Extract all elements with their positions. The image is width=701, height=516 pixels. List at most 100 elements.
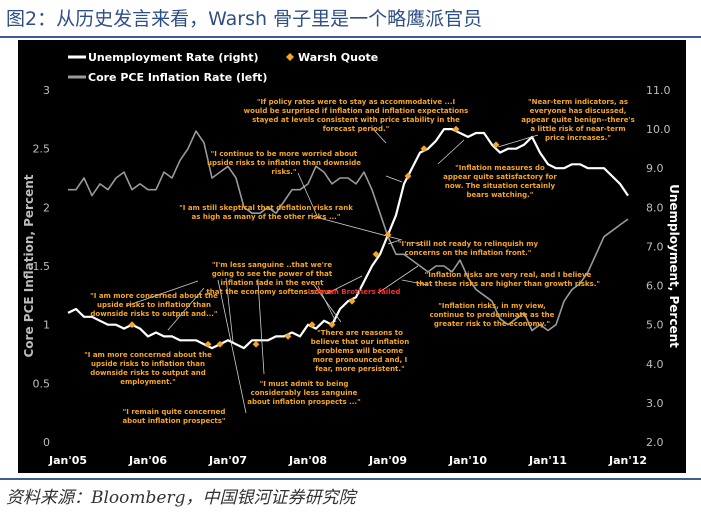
quote-annotation-line: now. The situation certainly	[445, 182, 556, 190]
y-right-tick-label: 7.0	[646, 240, 664, 253]
annotations-layer: "If policy rates were to stay as accommo…	[84, 98, 635, 425]
quote-annotation-line: "If policy rates were to stay as accommo…	[257, 98, 455, 106]
axes-layer: 0 0.5 1 1.5 2 2.5 3 2.0 3.0 4.0 5.0 6.0 7.0 8.0 9.0 10.…	[33, 84, 671, 467]
quote-annotation-line: "I continue to be more worried about	[211, 150, 358, 158]
quote-annotation-line: "There are reasons to	[317, 329, 403, 337]
quote-annotation-q7: "I'm less sanguine ..that we're going to …	[206, 261, 337, 296]
quote-marker	[284, 333, 292, 340]
quote-annotation-q9: "Inflation risks, in my view, continue to…	[430, 302, 555, 328]
quote-annotation-line: that these risks are higher than growth …	[416, 280, 600, 288]
series-unemployment-line	[67, 128, 629, 350]
quote-marker	[372, 250, 380, 258]
leader-lines	[125, 127, 539, 414]
legend: Unemployment Rate (right) Warsh Quote Co…	[68, 51, 378, 84]
y-right-tick-label: 2.0	[646, 436, 664, 449]
y-right-tick-label: 11.0	[646, 84, 671, 97]
quote-annotation-line: "Inflation measures do	[455, 164, 545, 172]
quote-annotation-q5: "I am still skeptical that deflation ris…	[179, 204, 353, 221]
quote-annotation-q8: "Inflation risks are very real, and I be…	[416, 271, 600, 288]
quote-marker	[204, 340, 212, 348]
quote-annotation-line: inflation fade in the event	[221, 279, 325, 287]
quote-annotation-q4: "Inflation measures do appear quite satis…	[443, 164, 557, 199]
quote-annotation-line: about inflation prospects ..."	[247, 398, 361, 406]
quote-annotation-line: more pronounced and, I	[313, 356, 408, 364]
legend-quote-label: Warsh Quote	[298, 51, 378, 64]
y-left-tick-label: 1.5	[33, 260, 51, 273]
quote-marker	[404, 172, 412, 180]
quote-markers	[128, 125, 500, 348]
source-rule	[0, 478, 701, 480]
y-axis-left-label: Core PCE Inflation, Percent	[22, 174, 36, 357]
y-right-tick-label: 6.0	[646, 280, 664, 293]
quote-annotation-q10: "I am more concerned about the upside ris…	[90, 292, 218, 318]
y-right-tick-label: 4.0	[646, 358, 664, 371]
y-right-tick-label: 8.0	[646, 201, 664, 214]
quote-annotation-line: appear quite benign--there's	[521, 116, 635, 124]
quote-annotation-line: appear quite satisfactory for	[443, 173, 557, 181]
quote-annotation-line: upside risks to inflation than	[97, 301, 211, 309]
y-left-tick-label: 0.5	[33, 377, 51, 390]
y-right-tick-label: 10.0	[646, 123, 671, 136]
quote-annotation-line: believe that our inflation	[311, 338, 409, 346]
quote-annotation-line: "I must admit to being	[260, 380, 349, 388]
quote-annotation-line: upside risks to inflation than downside	[207, 159, 361, 167]
quote-annotation-line: price increases."	[545, 134, 611, 142]
quote-annotation-line: going to see the power of that	[212, 270, 333, 278]
y-right-tick-label: 5.0	[646, 319, 664, 332]
quote-annotation-line: "I'm less sanguine ..that we're	[212, 261, 332, 269]
quote-marker	[308, 321, 316, 329]
x-tick-label: Jan'12	[608, 454, 647, 467]
quote-marker	[252, 340, 260, 348]
quote-annotation-line: "Near-term indicators, as	[528, 98, 628, 106]
x-tick-label: Jan'10	[448, 454, 487, 467]
quote-annotation-q13: "I must admit to being considerably less …	[247, 380, 361, 406]
quote-annotation-q6: "I'm still not ready to relinquish my con…	[398, 240, 539, 257]
quote-annotation-line: "Inflation risks, in my view,	[438, 302, 546, 310]
series-core-pce-line	[68, 130, 629, 332]
quote-annotation-line: forecast period."	[323, 125, 390, 133]
y-left-tick-label: 0	[43, 436, 50, 449]
x-tick-label: Jan'05	[48, 454, 87, 467]
quote-annotation-line: a little risk of near-term	[530, 125, 625, 133]
quote-annotation-line: as high as many of the other risks ..."	[192, 213, 341, 221]
quote-marker	[348, 297, 356, 305]
quote-annotation-line: risks."	[271, 168, 296, 176]
quote-annotation-line: employment."	[120, 378, 176, 386]
quote-marker	[452, 125, 460, 133]
y-left-tick-label: 3	[43, 84, 50, 97]
quote-annotation-line: "Inflation risks are very real, and I be…	[425, 271, 592, 279]
y-left-tick-label: 1	[43, 319, 50, 332]
quote-annotation-line: about inflation prospects"	[122, 417, 225, 425]
lehman-event-label: Lehman Brothers failed	[308, 288, 401, 296]
quote-annotation-q2: "Near-term indicators, as everyone has di…	[521, 98, 635, 142]
quote-annotation-line: upside risks to inflation than	[91, 360, 205, 368]
quote-annotation-line: fear, more persistent."	[315, 365, 404, 373]
quote-marker	[328, 321, 336, 329]
chart-svg: Unemployment Rate (right) Warsh Quote Co…	[18, 40, 686, 473]
quote-annotation-line: continue to predominate as the	[430, 311, 555, 319]
quote-annotation-line: would be surprised if inflation and infl…	[244, 107, 469, 115]
chart-area: Unemployment Rate (right) Warsh Quote Co…	[18, 40, 686, 473]
x-tick-label: Jan'07	[208, 454, 247, 467]
quote-annotation-q11: "There are reasons to believe that our in…	[311, 329, 409, 373]
series-layer	[67, 128, 629, 350]
quote-annotation-q14: "I remain quite concerned about inflation…	[122, 408, 225, 425]
quote-annotation-line: concerns on the inflation front."	[405, 249, 532, 257]
quote-annotation-line: downside risks to output and..."	[90, 310, 217, 318]
source-note: 资料来源：Bloomberg，中国银河证券研究院	[6, 488, 356, 508]
quote-annotation-line: "I am still skeptical that deflation ris…	[179, 204, 353, 212]
y-right-tick-label: 3.0	[646, 397, 664, 410]
quote-annotation-line: downside risks to output and	[90, 369, 206, 377]
quote-marker	[384, 231, 392, 239]
title-rule	[0, 36, 701, 38]
x-tick-label: Jan'08	[288, 454, 327, 467]
quote-annotation-line: "I am more concerned about the	[84, 351, 212, 359]
x-tick-label: Jan'09	[368, 454, 407, 467]
quote-marker	[492, 141, 500, 149]
quote-annotation-line: "I am more concerned about the	[90, 292, 218, 300]
quote-annotation-q3: "I continue to be more worried about upsi…	[207, 150, 361, 176]
quote-annotation-line: that the economy softens some."	[206, 288, 337, 296]
quote-marker	[420, 145, 428, 153]
quote-annotation-line: "I'm still not ready to relinquish my	[398, 240, 539, 248]
quote-annotation-line: considerably less sanguine	[251, 389, 358, 397]
